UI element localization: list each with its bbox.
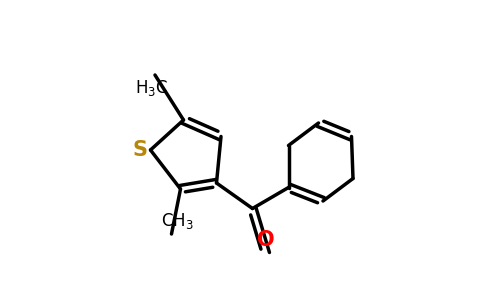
Text: S: S <box>133 140 148 160</box>
Text: O: O <box>257 230 275 250</box>
Text: CH$_3$: CH$_3$ <box>161 211 194 231</box>
Text: H$_3$C: H$_3$C <box>136 78 168 98</box>
